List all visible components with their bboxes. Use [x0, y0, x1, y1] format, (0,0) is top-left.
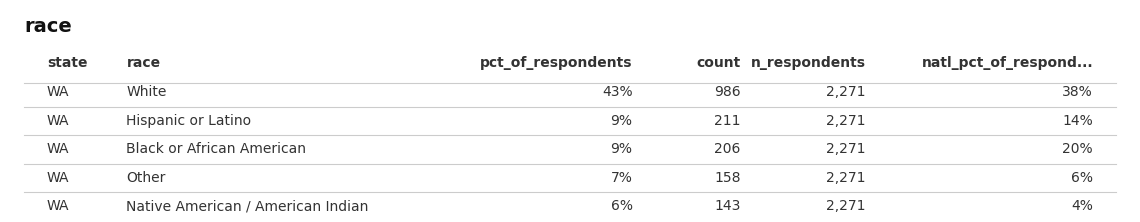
Text: Other: Other	[127, 171, 165, 185]
Text: state: state	[47, 56, 88, 70]
Text: pct_of_respondents: pct_of_respondents	[480, 56, 633, 70]
Text: WA: WA	[47, 85, 70, 99]
Text: 2,271: 2,271	[826, 114, 865, 128]
Text: 2,271: 2,271	[826, 142, 865, 156]
Text: 206: 206	[714, 142, 741, 156]
Text: count: count	[697, 56, 741, 70]
Text: WA: WA	[47, 114, 70, 128]
Text: WA: WA	[47, 171, 70, 185]
Text: 6%: 6%	[611, 199, 633, 213]
Text: 986: 986	[714, 85, 741, 99]
Text: 43%: 43%	[602, 85, 633, 99]
Text: 4%: 4%	[1072, 199, 1093, 213]
Text: WA: WA	[47, 142, 70, 156]
Text: 158: 158	[714, 171, 741, 185]
Text: race: race	[24, 17, 72, 36]
Text: WA: WA	[47, 199, 70, 213]
Text: Black or African American: Black or African American	[127, 142, 307, 156]
Text: 143: 143	[714, 199, 741, 213]
Text: 2,271: 2,271	[826, 85, 865, 99]
Text: 2,271: 2,271	[826, 171, 865, 185]
Text: 211: 211	[714, 114, 741, 128]
Text: natl_pct_of_respond...: natl_pct_of_respond...	[921, 56, 1093, 70]
Text: 14%: 14%	[1062, 114, 1093, 128]
Text: 9%: 9%	[611, 114, 633, 128]
Text: Native American / American Indian: Native American / American Indian	[127, 199, 369, 213]
Text: 6%: 6%	[1072, 171, 1093, 185]
Text: Hispanic or Latino: Hispanic or Latino	[127, 114, 252, 128]
Text: White: White	[127, 85, 166, 99]
Text: 20%: 20%	[1062, 142, 1093, 156]
Text: n_respondents: n_respondents	[750, 56, 865, 70]
Text: 2,271: 2,271	[826, 199, 865, 213]
Text: 9%: 9%	[611, 142, 633, 156]
Text: race: race	[127, 56, 161, 70]
Text: 7%: 7%	[611, 171, 633, 185]
Text: 38%: 38%	[1062, 85, 1093, 99]
